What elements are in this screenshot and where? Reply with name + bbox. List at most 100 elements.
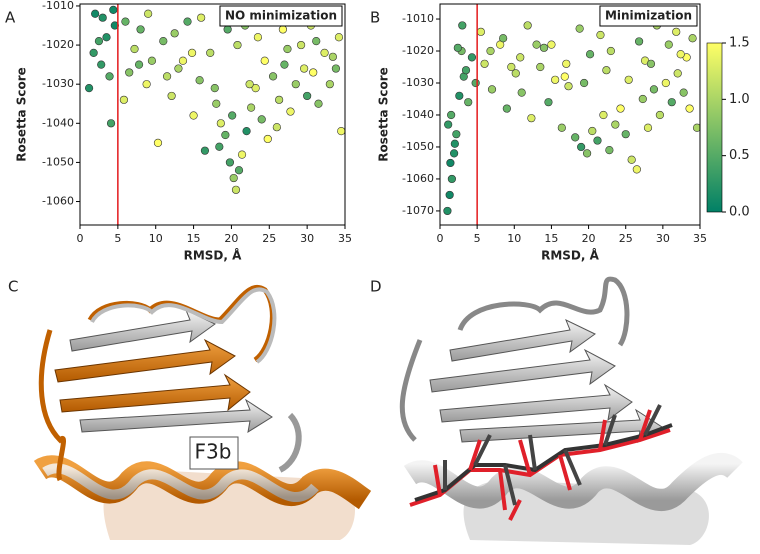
colorbar-tick-label: 1.5 xyxy=(729,36,750,51)
point xyxy=(334,33,344,42)
point xyxy=(575,24,584,33)
colorbar-tick-label: 0.0 xyxy=(729,205,750,220)
point xyxy=(562,59,571,68)
point xyxy=(278,25,288,34)
point xyxy=(445,190,454,200)
point xyxy=(599,110,608,120)
point xyxy=(119,95,129,104)
point xyxy=(223,25,232,34)
point xyxy=(98,13,107,22)
structure-label: F3b xyxy=(195,440,232,464)
point xyxy=(312,37,321,46)
point xyxy=(611,120,620,129)
point xyxy=(450,139,459,148)
point xyxy=(487,85,497,94)
point xyxy=(516,53,525,62)
y-axis-label: Rosetta Score xyxy=(15,67,29,162)
point xyxy=(444,120,453,129)
point xyxy=(234,166,244,175)
point xyxy=(634,37,644,46)
point xyxy=(560,72,569,81)
point xyxy=(532,40,541,49)
point xyxy=(443,206,452,216)
point xyxy=(606,46,615,56)
point xyxy=(502,104,511,113)
point xyxy=(507,62,516,72)
point xyxy=(661,78,670,88)
y-axis-label: Rosetta Score xyxy=(377,67,391,162)
point xyxy=(685,104,694,113)
point xyxy=(325,80,334,89)
x-axis-label: RMSD, Å xyxy=(541,248,600,263)
y-tick-label: -1020 xyxy=(402,44,434,57)
x-tick-label: 0 xyxy=(77,232,84,245)
point xyxy=(585,50,595,59)
y-tick-label: -1030 xyxy=(42,77,74,90)
structure-d xyxy=(399,276,743,545)
point xyxy=(275,95,284,104)
point xyxy=(458,21,467,30)
x-tick-label: 25 xyxy=(619,232,633,245)
point xyxy=(212,99,221,108)
point xyxy=(464,98,473,107)
panel-label: B xyxy=(370,9,380,27)
point xyxy=(593,136,602,145)
point xyxy=(499,34,508,43)
point xyxy=(130,44,139,54)
point xyxy=(178,56,188,65)
point xyxy=(89,48,98,57)
point xyxy=(337,127,345,136)
point xyxy=(664,40,673,49)
point xyxy=(291,80,300,89)
point xyxy=(480,59,489,68)
point xyxy=(121,17,130,26)
point xyxy=(676,50,685,59)
point xyxy=(174,64,183,73)
point xyxy=(162,72,172,81)
x-tick-label: 15 xyxy=(544,232,558,245)
point xyxy=(125,68,134,77)
point xyxy=(547,40,556,49)
x-tick-label: 20 xyxy=(224,232,238,245)
point xyxy=(253,33,263,42)
point xyxy=(210,83,219,93)
point xyxy=(195,76,204,85)
point xyxy=(667,98,676,107)
panel-label: A xyxy=(5,9,16,27)
x-axis-label: RMSD, Å xyxy=(184,248,243,263)
x-tick-label: 25 xyxy=(262,232,276,245)
point xyxy=(471,78,480,88)
point xyxy=(673,69,682,78)
y-tick-label: -1040 xyxy=(402,108,434,121)
point xyxy=(588,126,597,136)
point xyxy=(452,130,461,139)
y-tick-label: -1050 xyxy=(402,140,434,153)
colorbar-tick-label: 0.5 xyxy=(729,148,750,163)
y-tick-label: -1040 xyxy=(42,116,74,129)
point xyxy=(557,123,566,132)
point xyxy=(229,173,238,183)
point xyxy=(159,37,168,46)
point xyxy=(110,21,119,30)
point xyxy=(655,110,664,120)
point xyxy=(582,149,592,158)
x-tick-label: 5 xyxy=(474,232,481,245)
point xyxy=(511,69,520,78)
point xyxy=(260,56,269,65)
point xyxy=(221,130,230,140)
point xyxy=(580,78,589,88)
point xyxy=(272,123,281,132)
point xyxy=(447,110,456,120)
point xyxy=(303,91,312,101)
colorbar xyxy=(706,42,723,213)
point xyxy=(102,33,111,42)
point xyxy=(97,60,106,69)
point xyxy=(688,34,697,43)
point xyxy=(247,103,256,112)
point xyxy=(105,72,114,81)
point xyxy=(215,142,224,151)
x-tick-label: 10 xyxy=(507,232,521,245)
point xyxy=(144,9,153,18)
x-tick-label: 15 xyxy=(187,232,201,245)
